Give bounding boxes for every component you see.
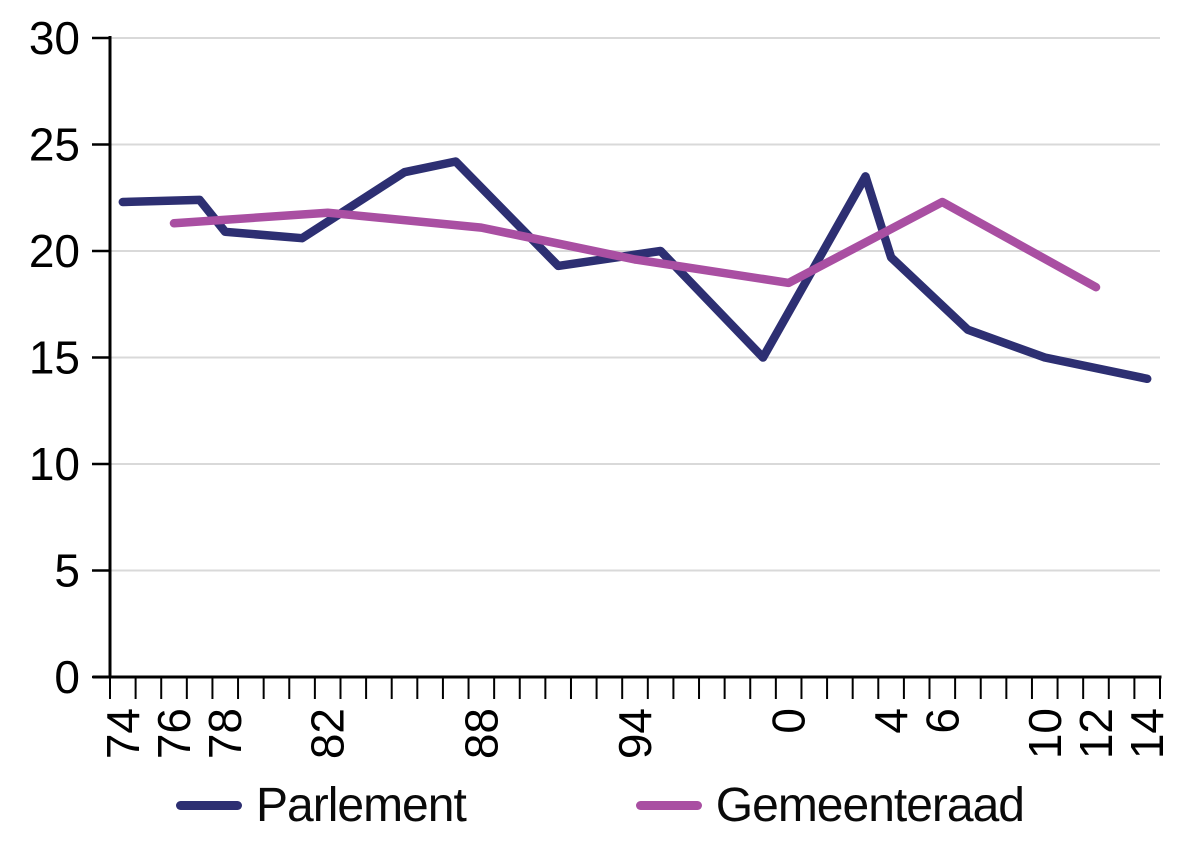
y-axis-tick-label: 30 [29,12,80,64]
x-axis-tick-label: 88 [455,708,507,759]
y-axis-tick-label: 25 [29,119,80,171]
x-axis-tick-label: 14 [1121,708,1173,759]
x-axis-tick-label: 76 [148,708,200,759]
y-axis-tick-label: 5 [54,545,80,597]
x-axis-tick-label: 0 [763,708,815,734]
legend-swatch-gemeenteraad-line [635,801,702,810]
x-axis-tick-label: 4 [865,708,917,734]
x-axis-tick-label: 94 [609,708,661,759]
legend-label-gemeenteraad: Gemeenteraad [715,779,1025,832]
x-axis-tick-label: 82 [302,708,354,759]
y-axis-tick-label: 15 [29,332,80,384]
series-line-gemeenteraad [169,197,1101,292]
chart-legend: Parlement Gemeenteraad [0,778,1200,833]
x-axis-tick-label: 6 [916,708,968,734]
y-axis-tick-label: 0 [54,651,80,703]
legend-item-gemeenteraad: Gemeenteraad [635,778,1025,833]
x-axis-tick-label: 10 [1019,708,1071,759]
y-axis-tick-label: 10 [29,438,80,490]
x-axis-tick-label: 78 [199,708,251,759]
series-line-parlement [118,157,1152,384]
legend-item-parlement: Parlement [176,778,467,833]
y-axis-tick-label: 20 [29,225,80,277]
x-axis-tick-label: 12 [1070,708,1122,759]
legend-label-parlement: Parlement [256,779,467,832]
x-axis-tick-label: 74 [97,708,149,759]
legend-swatch-parlement-line [176,801,243,810]
